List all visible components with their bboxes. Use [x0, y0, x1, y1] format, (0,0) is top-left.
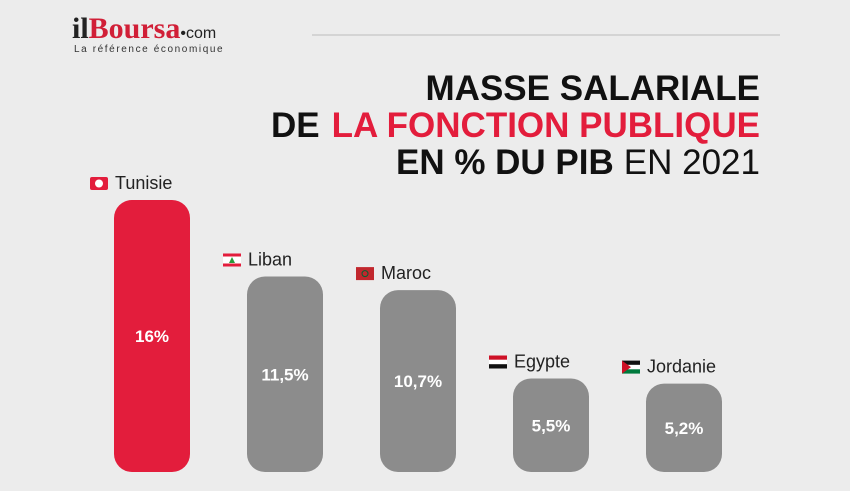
- bar: [380, 290, 456, 472]
- category-label: Maroc: [381, 263, 431, 283]
- title-part: DE: [271, 106, 320, 145]
- value-label: 16%: [135, 327, 169, 346]
- bar: [114, 200, 190, 472]
- bar: [646, 383, 722, 472]
- category-label: Jordanie: [647, 357, 716, 377]
- value-label: 5,2%: [665, 419, 704, 438]
- title-part: EN % DU PIB: [396, 143, 614, 182]
- logo-name: Boursa: [89, 12, 181, 45]
- value-label: 10,7%: [394, 372, 442, 391]
- title-line3: EN % DU PIB EN 2021: [396, 143, 760, 182]
- flag: [489, 359, 507, 365]
- flag: [622, 364, 640, 370]
- title-line2: DE LA FONCTION PUBLIQUE: [271, 106, 760, 145]
- flag: [489, 364, 507, 369]
- title-part: EN 2021: [624, 143, 760, 182]
- logo-prefix: il: [72, 12, 89, 45]
- flag: [356, 267, 374, 281]
- title-part: LA FONCTION PUBLIQUE: [332, 106, 760, 145]
- bars: 16% Tunisie 11,5% Liban 10,7% Maroc 5,5% Egypte…: [90, 173, 722, 472]
- tagline: La référence économique: [74, 44, 224, 55]
- category-label: Tunisie: [115, 173, 172, 193]
- flag: [223, 253, 241, 257]
- title-line1: MASSE SALARIALE: [426, 69, 760, 108]
- category-label: Egypte: [514, 352, 570, 372]
- flag: [489, 355, 507, 360]
- flag: [622, 360, 631, 374]
- flag: [95, 179, 103, 188]
- value-label: 11,5%: [261, 365, 308, 384]
- value-label: 5,5%: [532, 416, 571, 435]
- bar: [247, 276, 323, 472]
- logo: ilBoursa•com: [72, 12, 216, 45]
- flag: [361, 270, 369, 278]
- bar: [513, 378, 589, 472]
- category-label: Liban: [248, 250, 292, 270]
- flag: [622, 369, 640, 374]
- flag: [229, 257, 235, 263]
- flag: [223, 263, 241, 267]
- flag: [622, 360, 640, 365]
- logo-suffix: •com: [180, 25, 216, 42]
